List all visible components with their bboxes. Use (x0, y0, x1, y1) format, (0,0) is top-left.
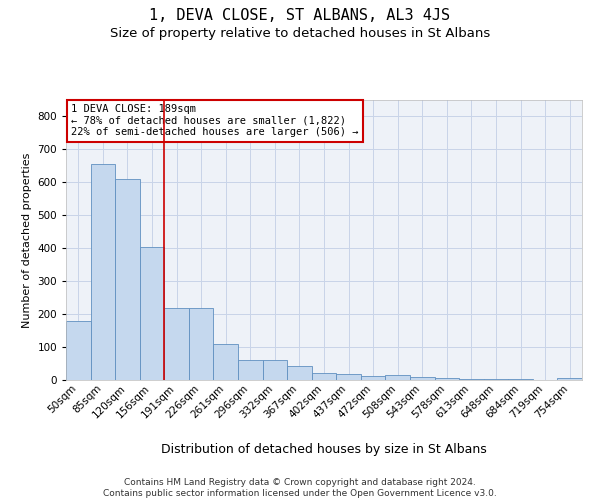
Text: Distribution of detached houses by size in St Albans: Distribution of detached houses by size … (161, 442, 487, 456)
Text: Size of property relative to detached houses in St Albans: Size of property relative to detached ho… (110, 28, 490, 40)
Bar (434, 378, 459, 380)
Bar (238, 360, 263, 380)
Bar (410, 378, 434, 380)
Y-axis label: Number of detached properties: Number of detached properties (22, 152, 32, 328)
Bar (385, 375, 410, 380)
Bar (140, 247, 164, 380)
Bar (312, 374, 336, 380)
Text: 1 DEVA CLOSE: 189sqm
← 78% of detached houses are smaller (1,822)
22% of semi-de: 1 DEVA CLOSE: 189sqm ← 78% of detached h… (71, 104, 359, 138)
Bar (189, 308, 214, 380)
Bar (164, 308, 189, 380)
Bar (336, 374, 361, 380)
Bar (91, 164, 115, 380)
Bar (214, 344, 238, 380)
Bar (115, 179, 140, 380)
Text: Contains HM Land Registry data © Crown copyright and database right 2024.
Contai: Contains HM Land Registry data © Crown c… (103, 478, 497, 498)
Bar (263, 360, 287, 380)
Bar (287, 366, 312, 380)
Bar (557, 378, 582, 380)
Text: 1, DEVA CLOSE, ST ALBANS, AL3 4JS: 1, DEVA CLOSE, ST ALBANS, AL3 4JS (149, 8, 451, 22)
Bar (459, 378, 484, 380)
Bar (361, 376, 385, 380)
Bar (66, 322, 91, 380)
